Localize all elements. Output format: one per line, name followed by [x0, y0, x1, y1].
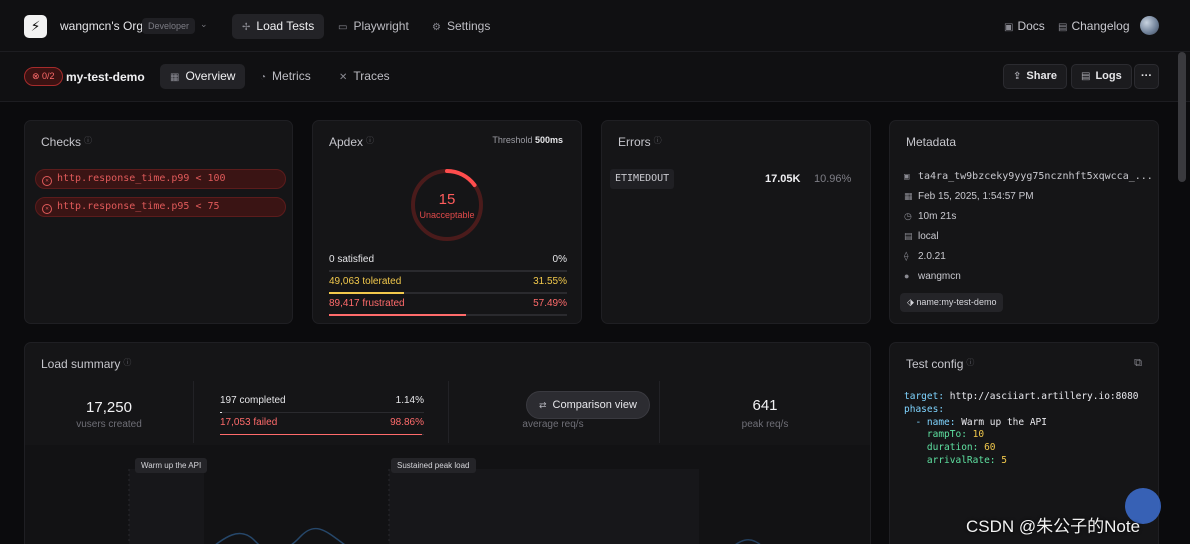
load-summary-title: Load summary ⓘ: [41, 357, 132, 371]
peak-rate-label: peak req/s: [741, 419, 789, 430]
help-chat-button[interactable]: [1125, 488, 1161, 524]
vusers-completed-row: 197 completed 1.14%: [220, 393, 424, 413]
failed-check-icon: ✕: [42, 176, 52, 186]
metadata-environment: ▤ local: [904, 231, 939, 242]
check-item[interactable]: ✕ http.response_time.p95 < 75: [35, 197, 286, 217]
overview-content: Checks ⓘ ✕ http.response_time.p99 < 100 ✕ h…: [0, 102, 1190, 544]
phase-label: Sustained peak load: [391, 458, 476, 473]
tab-overview[interactable]: ▦ Overview: [160, 64, 246, 89]
clock-icon: ◷: [904, 211, 912, 221]
apdex-threshold: Threshold 500ms: [492, 135, 563, 145]
logs-button[interactable]: ▤ Logs: [1071, 64, 1132, 89]
info-icon[interactable]: ⓘ: [84, 136, 93, 145]
logs-icon: ▤: [1081, 71, 1091, 82]
overview-icon: ▦: [170, 72, 180, 83]
error-percent: 10.96%: [814, 173, 852, 185]
user-avatar[interactable]: [1140, 16, 1159, 35]
peak-rate-value: 641: [752, 397, 778, 414]
failed-check-icon: ✕: [42, 204, 52, 214]
changelog-link[interactable]: ▤ Changelog: [1058, 19, 1130, 33]
test-header-bar: ⊗ 0/2 my-test-demo ▦ Overview ◔ Metrics ✕ T…: [0, 52, 1190, 102]
comparison-view-button[interactable]: ⇄ Comparison view: [526, 391, 650, 419]
compare-icon: ⇄: [539, 400, 547, 410]
nav-tab-settings[interactable]: ⚙ Settings: [432, 19, 491, 33]
page-scrollbar[interactable]: [1178, 52, 1186, 182]
load-tests-icon: ✢: [242, 22, 251, 33]
tab-metrics[interactable]: ◔ Metrics: [260, 69, 311, 83]
apdex-card: Apdex ⓘ Threshold 500ms 15 Unacceptable 0…: [312, 120, 582, 324]
error-code[interactable]: ETIMEDOUT: [610, 169, 675, 189]
share-button[interactable]: ⇪ Share: [1003, 64, 1067, 89]
org-name[interactable]: wangmcn's Org: [60, 19, 143, 33]
server-icon: ▤: [904, 231, 913, 241]
metadata-duration: ◷ 10m 21s: [904, 211, 957, 222]
role-badge: Developer: [142, 18, 196, 34]
metadata-user: ● wangmcn: [904, 271, 961, 282]
info-icon[interactable]: ⓘ: [966, 358, 975, 367]
errors-title: Errors ⓘ: [618, 135, 662, 149]
info-icon[interactable]: ⓘ: [653, 136, 662, 145]
apdex-row-tolerated: 49,063 tolerated 31.55%: [329, 273, 567, 294]
test-config-title: Test config ⓘ: [906, 357, 975, 371]
more-options-button[interactable]: ···: [1134, 64, 1159, 89]
gear-icon: ⚙: [432, 22, 441, 33]
apdex-score: 15: [438, 191, 456, 208]
user-icon: ●: [904, 271, 910, 281]
docs-link[interactable]: ▣ Docs: [1004, 19, 1045, 33]
apdex-row-frustrated: 89,417 frustrated 57.49%: [329, 295, 567, 316]
vusers-created-value: 17,250: [86, 399, 132, 416]
info-icon[interactable]: ⓘ: [123, 358, 132, 367]
changelog-icon: ▤: [1058, 22, 1068, 33]
id-icon: ▣: [904, 172, 910, 182]
test-config-card: Test config ⓘ ⧉ target: http://asciiart.a…: [889, 342, 1159, 544]
calendar-icon: ▦: [904, 191, 913, 201]
watermark: CSDN @朱公子的Note: [966, 517, 1141, 536]
config-code: target: http://asciiart.artillery.io:808…: [904, 391, 1139, 466]
share-icon: ⇪: [1013, 71, 1022, 82]
check-status-badge: ⊗ 0/2: [24, 67, 63, 86]
tab-traces[interactable]: ✕ Traces: [339, 69, 390, 83]
metadata-card: Metadata ▣ ta4ra_tw9bzceky9yyg75ncznhft5x…: [889, 120, 1159, 324]
metadata-date: ▦ Feb 15, 2025, 1:54:57 PM: [904, 191, 1034, 202]
metadata-test-id[interactable]: ▣ ta4ra_tw9bzceky9yyg75ncznhft5xqwcca_...: [904, 171, 1153, 182]
top-bar: ⚡ wangmcn's Org Developer ⌄ ✢ Load Tests …: [0, 0, 1190, 52]
load-summary-card: Load summary ⓘ 17,250 vusers created 197 …: [24, 342, 871, 544]
apdex-score-label: Unacceptable: [419, 210, 475, 220]
apdex-title: Apdex ⓘ: [329, 135, 375, 149]
checks-title: Checks ⓘ: [41, 135, 93, 149]
test-name: my-test-demo: [66, 70, 145, 84]
artillery-logo-icon[interactable]: ⚡: [24, 15, 47, 38]
version-icon: ⟠: [904, 251, 909, 261]
phase-label: Warm up the API: [135, 458, 208, 473]
traces-icon: ✕: [339, 72, 348, 83]
error-count: 17.05K: [765, 173, 801, 185]
metrics-icon: ◔: [260, 72, 267, 83]
checks-card: Checks ⓘ ✕ http.response_time.p99 < 100 ✕ h…: [24, 120, 293, 324]
chevron-down-icon[interactable]: ⌄: [200, 19, 208, 29]
copy-icon[interactable]: ⧉: [1134, 357, 1142, 369]
check-item[interactable]: ✕ http.response_time.p99 < 100: [35, 169, 286, 189]
nav-tab-load-tests[interactable]: ✢ Load Tests: [232, 14, 325, 39]
nav-tab-playwright[interactable]: ▭ Playwright: [338, 19, 409, 33]
vusers-created-label: vusers created: [76, 419, 142, 430]
apdex-row-satisfied: 0 satisfied 0%: [329, 251, 567, 272]
vusers-failed-row: 17,053 failed 98.86%: [220, 415, 424, 435]
metadata-title: Metadata: [906, 135, 957, 149]
info-icon[interactable]: ⓘ: [366, 136, 375, 145]
tag-icon: ⬗: [907, 297, 917, 307]
errors-card: Errors ⓘ ETIMEDOUT 17.05K 10.96%: [601, 120, 871, 324]
docs-icon: ▣: [1004, 22, 1014, 33]
apdex-gauge: [411, 169, 483, 241]
average-rate-label: average req/s: [522, 419, 584, 430]
metadata-version: ⟠ 2.0.21: [904, 251, 946, 262]
tag-badge[interactable]: ⬗ name:my-test-demo: [900, 293, 1004, 312]
playwright-icon: ▭: [338, 22, 348, 33]
